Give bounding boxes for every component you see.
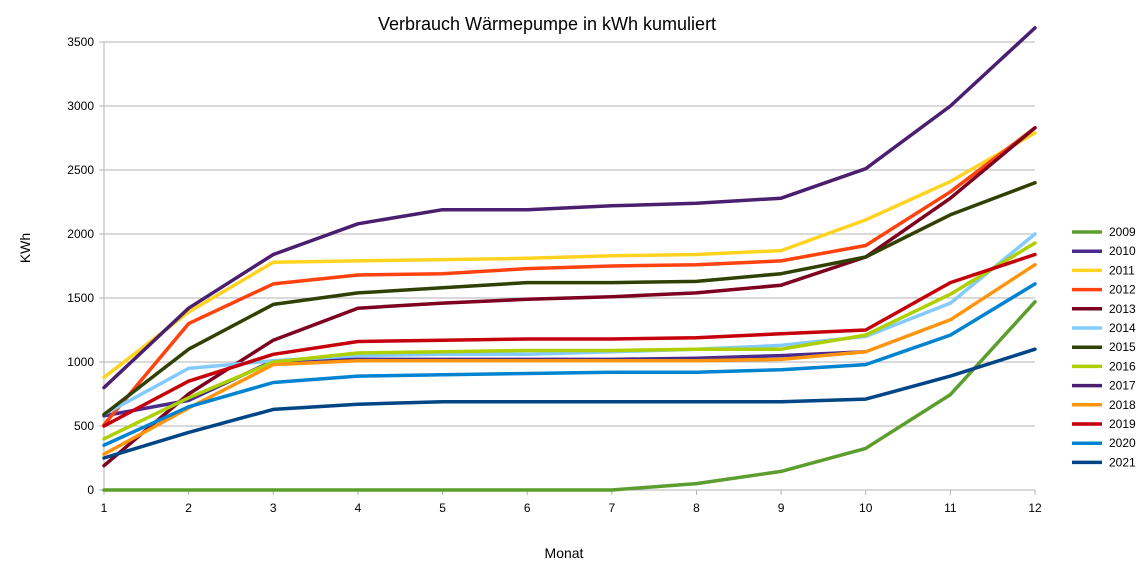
series-line-2016 (102, 241, 1037, 441)
x-tick-label: 1 (101, 501, 108, 515)
y-tick-label: 1000 (67, 355, 94, 369)
legend-label-2018: 2018 (1109, 398, 1136, 412)
y-tick-label: 1500 (67, 291, 94, 305)
y-tick-label: 3500 (67, 35, 94, 49)
series-line-2013 (102, 126, 1037, 468)
x-tick-label: 11 (944, 501, 957, 515)
series-line-2012 (102, 126, 1037, 427)
y-tick-label: 2500 (67, 163, 94, 177)
x-tick-label: 7 (608, 501, 615, 515)
y-tick-label: 3000 (67, 99, 94, 113)
y-tick-label: 0 (87, 483, 94, 497)
series-line-2014 (102, 232, 1037, 417)
legend: 2009 2010 2011 2012 2013 2014 2015 2016 2017 2018… (1072, 225, 1136, 469)
legend-label-2019: 2019 (1109, 417, 1136, 431)
legend-label-2017: 2017 (1109, 379, 1136, 393)
legend-label-2014: 2014 (1109, 321, 1136, 335)
x-tick-label: 10 (859, 501, 873, 515)
legend-label-2020: 2020 (1109, 436, 1136, 450)
legend-label-2009: 2009 (1109, 225, 1136, 239)
legend-label-2010: 2010 (1109, 244, 1136, 258)
legend-label-2021: 2021 (1109, 455, 1136, 469)
series-line-2011 (102, 131, 1037, 380)
x-axis-title: Monat (545, 545, 584, 561)
x-tick-label: 12 (1028, 501, 1042, 515)
legend-label-2013: 2013 (1109, 302, 1136, 316)
x-tick-label: 9 (778, 501, 785, 515)
y-tick-label: 2000 (67, 227, 94, 241)
x-tick-label: 6 (524, 501, 531, 515)
legend-label-2012: 2012 (1109, 283, 1136, 297)
x-tick-label: 5 (439, 501, 446, 515)
series-line-2018 (102, 262, 1037, 456)
y-axis: 0 500 1000 1500 2000 2500 3000 3500 (67, 35, 105, 497)
x-tick-label: 3 (270, 501, 277, 515)
series-line-2020 (102, 282, 1037, 447)
legend-label-2016: 2016 (1109, 359, 1136, 373)
y-axis-title: KWh (17, 233, 33, 263)
chart-title: Verbrauch Wärmepumpe in kWh kumuliert (378, 14, 716, 34)
series-line-2019 (102, 252, 1037, 428)
series-lines (102, 26, 1037, 492)
y-tick-label: 500 (74, 419, 94, 433)
legend-label-2015: 2015 (1109, 340, 1136, 354)
series-line-2009 (102, 300, 1037, 492)
legend-label-2011: 2011 (1109, 263, 1135, 277)
series-line-2017 (102, 26, 1037, 390)
series-line-2021 (102, 347, 1037, 460)
x-tick-label: 8 (693, 501, 700, 515)
series-line-2015 (102, 181, 1037, 417)
x-tick-label: 2 (185, 501, 192, 515)
x-tick-label: 4 (355, 501, 362, 515)
